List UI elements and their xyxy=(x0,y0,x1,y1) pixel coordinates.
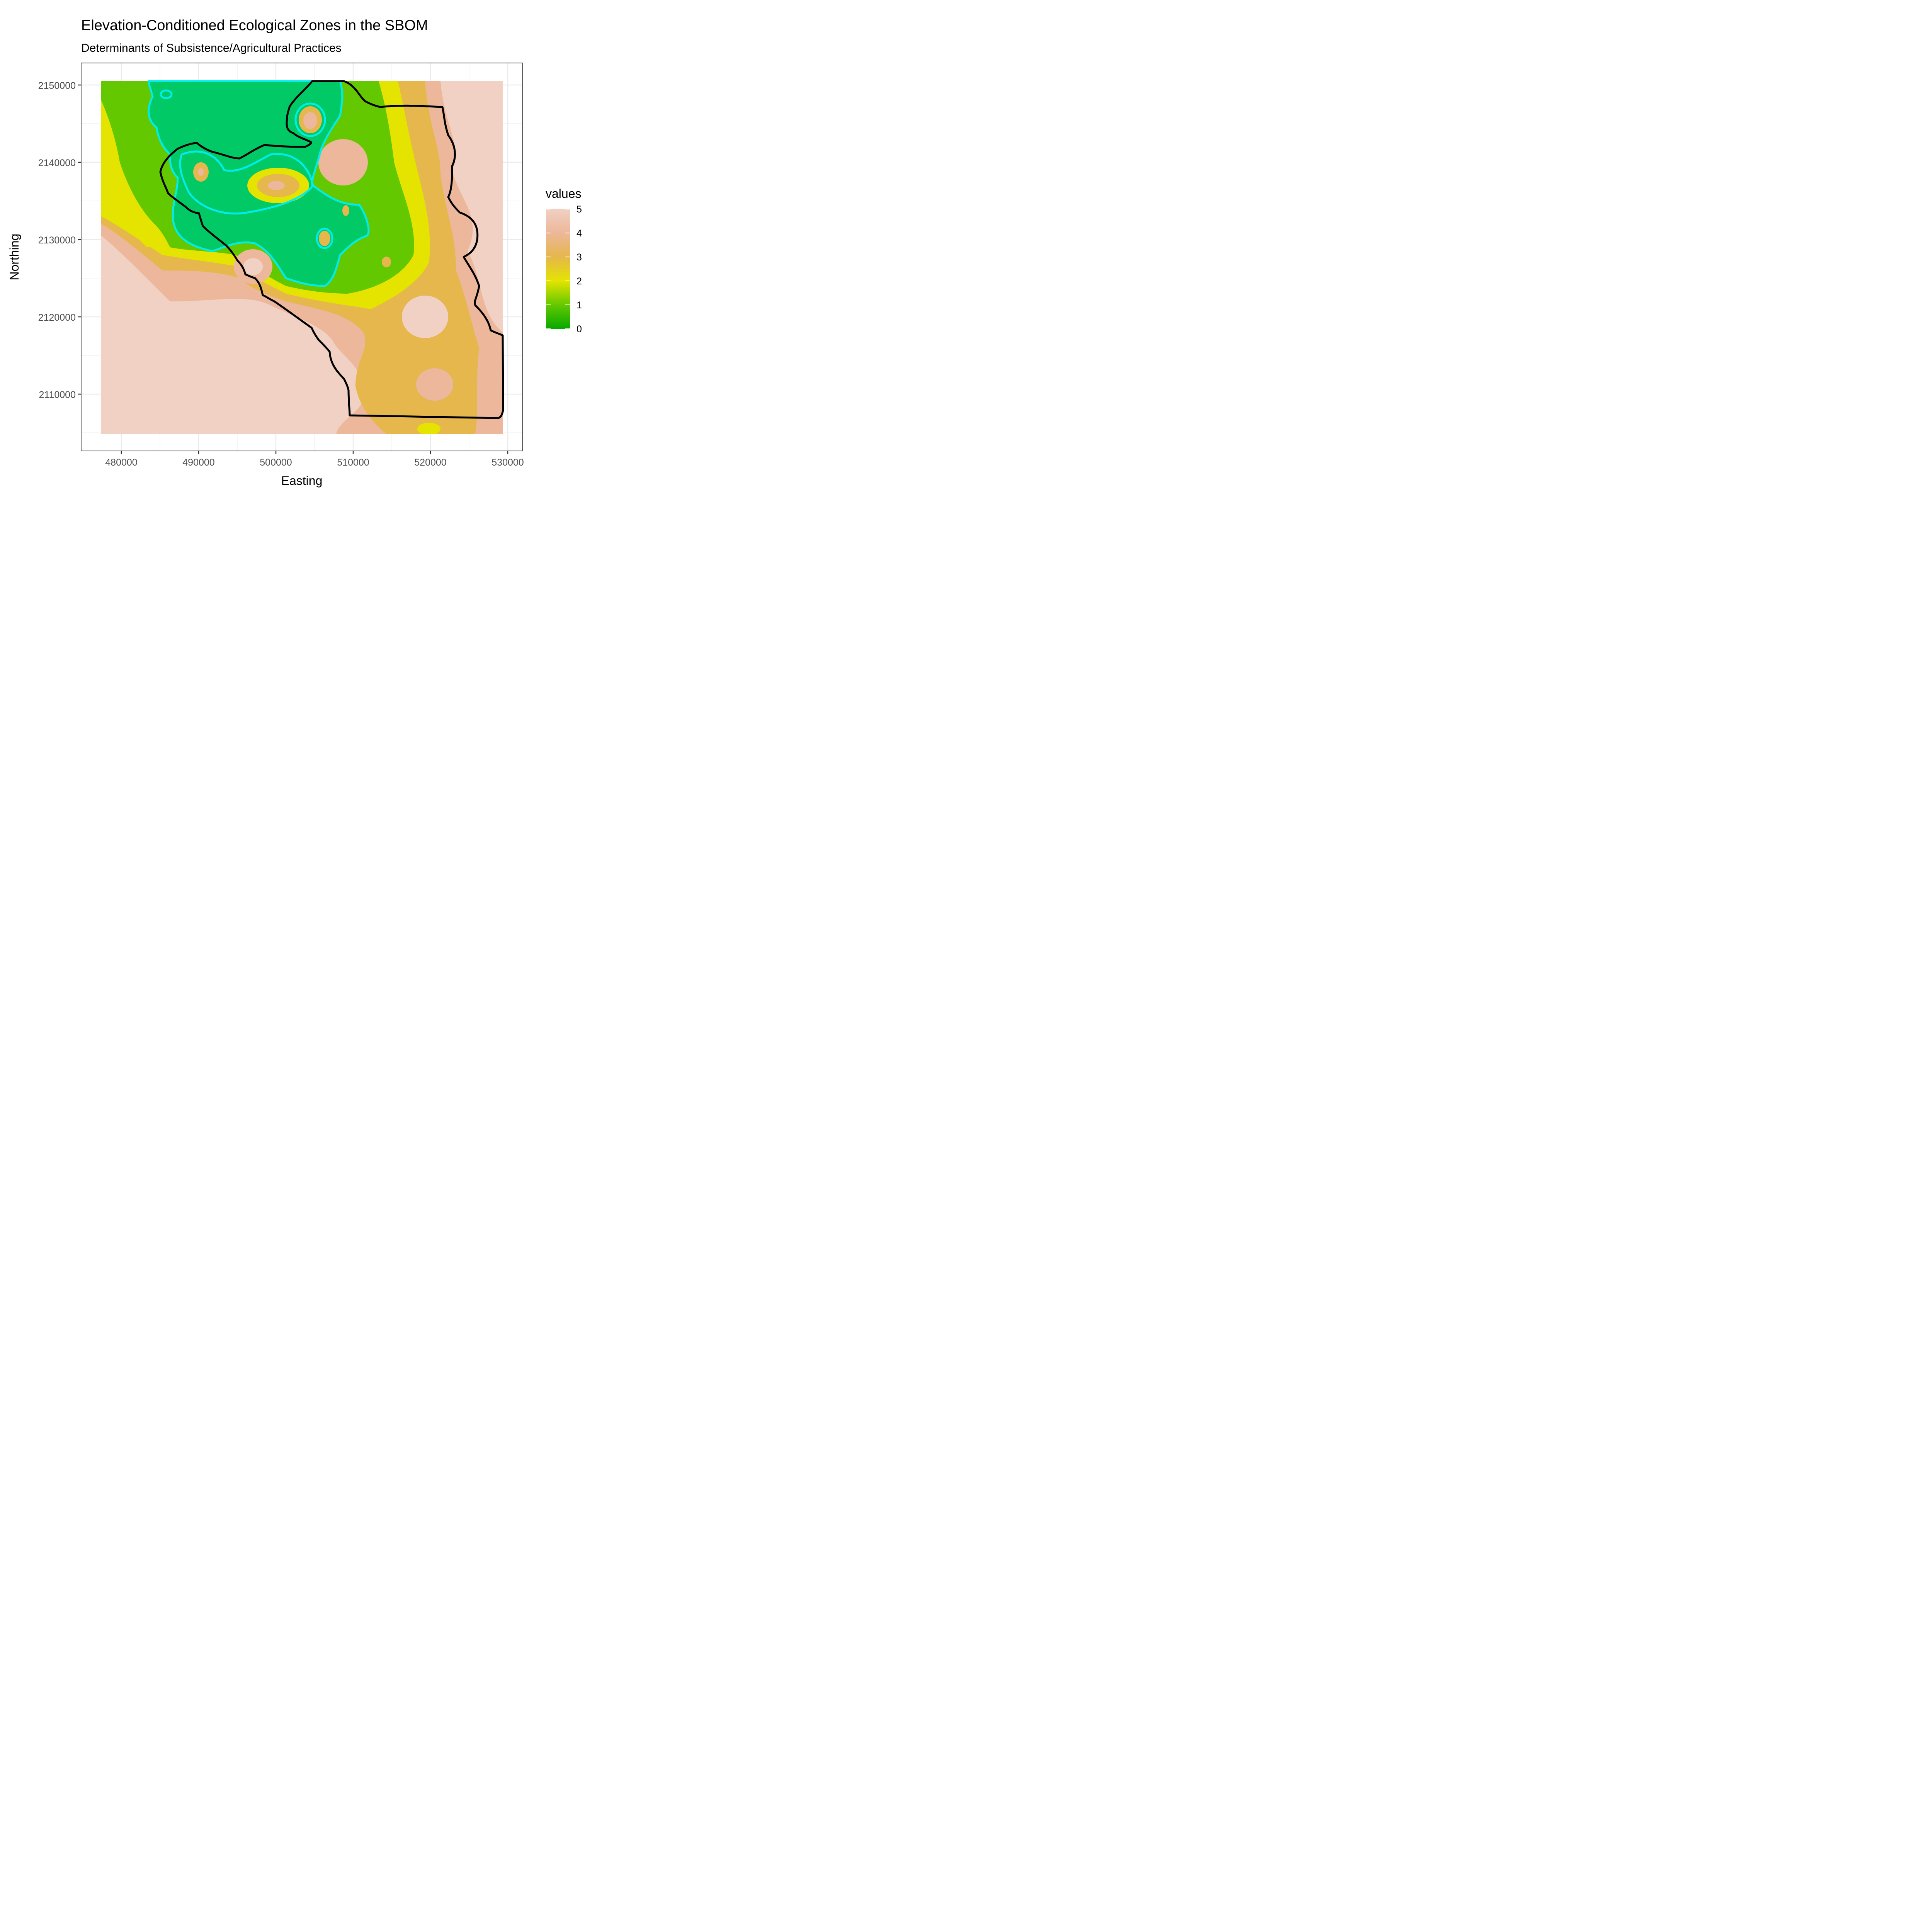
cyan-contour-ring xyxy=(294,102,326,137)
y-tick-label: 2120000 xyxy=(38,312,76,323)
x-tick-label: 510000 xyxy=(337,457,369,468)
legend-label: 3 xyxy=(577,252,582,263)
legend-label: 0 xyxy=(577,324,582,335)
y-tick-label: 2140000 xyxy=(38,158,76,168)
x-axis: 480000 490000 500000 510000 520000 53000… xyxy=(105,451,524,488)
black-boundary xyxy=(159,80,504,419)
zone-4-hill xyxy=(318,139,368,185)
y-tick-label: 2150000 xyxy=(38,80,76,91)
zone-5-peak xyxy=(243,258,263,275)
cyan-contour-island xyxy=(179,150,314,214)
x-tick-label: 530000 xyxy=(492,457,524,468)
chart-subtitle: Determinants of Subsistence/Agricultural… xyxy=(81,42,342,54)
y-tick-label: 2130000 xyxy=(38,235,76,246)
legend: values 5 4 3 2 1 0 xyxy=(546,187,582,335)
y-axis: 2150000 2140000 2130000 2120000 2110000 … xyxy=(7,80,81,400)
zone-4-peak xyxy=(198,168,204,176)
elevation-raster xyxy=(101,81,503,434)
zone-3-hill xyxy=(416,368,453,401)
chart-title: Elevation-Conditioned Ecological Zones i… xyxy=(81,17,428,34)
panel-border xyxy=(81,63,523,451)
zone-3-hill xyxy=(342,205,349,216)
cyan-contour-ring xyxy=(316,228,333,249)
x-tick-label: 520000 xyxy=(414,457,446,468)
zone-2-patch xyxy=(417,423,440,434)
legend-colorbar xyxy=(546,209,570,329)
legend-label: 1 xyxy=(577,300,582,311)
zone-4-peak xyxy=(303,112,317,129)
legend-title: values xyxy=(546,187,582,201)
zone-3-hill xyxy=(382,257,391,267)
x-tick-label: 480000 xyxy=(105,457,137,468)
legend-label: 5 xyxy=(577,204,582,215)
legend-label: 4 xyxy=(577,228,582,239)
zone-2-west-band xyxy=(101,100,170,247)
x-axis-label: Easting xyxy=(281,474,323,488)
y-tick-label: 2110000 xyxy=(39,389,76,400)
x-tick-label: 500000 xyxy=(260,457,292,468)
map-figure: Elevation-Conditioned Ecological Zones i… xyxy=(7,17,582,488)
y-axis-label: Northing xyxy=(7,234,21,281)
legend-label: 2 xyxy=(577,276,582,287)
zone-4-peak xyxy=(268,181,285,190)
x-tick-label: 490000 xyxy=(182,457,214,468)
zone-3-hill xyxy=(319,231,330,246)
cyan-contour-ring xyxy=(160,89,173,99)
zone-4-hill xyxy=(402,296,448,338)
